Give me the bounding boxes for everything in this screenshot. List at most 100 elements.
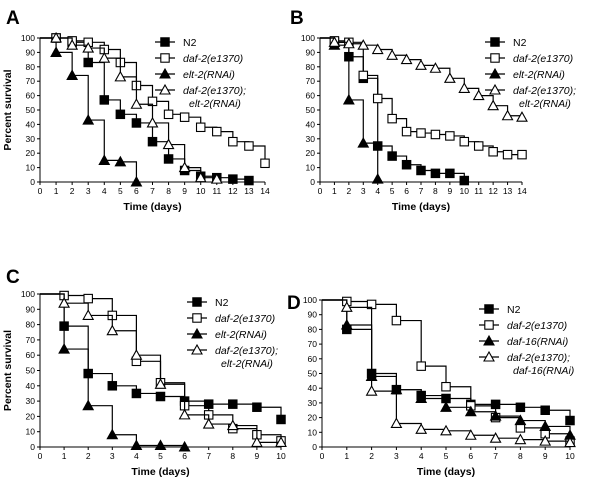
y-tick-label: 80 bbox=[308, 324, 318, 334]
data-point bbox=[459, 175, 470, 186]
y-tick-label: 40 bbox=[26, 119, 36, 129]
y-tick-label: 80 bbox=[26, 320, 36, 330]
data-point bbox=[372, 93, 383, 104]
legend-item: N2 bbox=[485, 37, 527, 49]
legend-marker bbox=[160, 37, 170, 47]
data-point bbox=[340, 301, 353, 312]
data-point bbox=[415, 423, 428, 434]
y-tick-label: 30 bbox=[26, 396, 36, 406]
legend: N2daf-2(e1370)daf-16(RNAi)daf-2(e1370);d… bbox=[479, 304, 574, 377]
data-point bbox=[50, 46, 63, 57]
y-tick-label: 90 bbox=[26, 304, 36, 314]
data-point bbox=[82, 399, 95, 411]
x-tick-label: 5 bbox=[118, 186, 123, 196]
x-tick-label: 8 bbox=[166, 186, 171, 196]
legend-marker bbox=[490, 37, 500, 47]
x-axis-title: Time (days) bbox=[123, 201, 181, 213]
x-tick-label: 9 bbox=[447, 186, 452, 196]
data-point bbox=[250, 436, 263, 447]
y-tick-label: 10 bbox=[308, 427, 318, 437]
legend-marker bbox=[483, 350, 495, 362]
legend-item: daf-2(e1370);elt-2(RNAi) bbox=[155, 83, 246, 110]
data-point bbox=[82, 41, 95, 53]
legend: N2daf-2(e1370)elt-2(RNAi)daf-2(e1370);el… bbox=[485, 37, 576, 110]
data-point bbox=[66, 69, 79, 80]
legend-item: N2 bbox=[155, 37, 197, 49]
legend-label: elt-2(RNAi) bbox=[513, 69, 565, 81]
data-point bbox=[516, 111, 528, 122]
data-point bbox=[276, 414, 286, 425]
y-tick-label: 0 bbox=[310, 177, 315, 187]
legend-label: N2 bbox=[507, 304, 521, 316]
data-point bbox=[489, 432, 502, 443]
legend-marker bbox=[489, 83, 501, 95]
data-point bbox=[401, 126, 412, 137]
data-point bbox=[66, 39, 79, 50]
legend-label: N2 bbox=[183, 37, 197, 49]
legend-label-continued: elt-2(RNAi) bbox=[519, 98, 571, 110]
legend-label: elt-2(RNAi) bbox=[183, 69, 235, 81]
data-point bbox=[106, 324, 119, 336]
data-point bbox=[472, 89, 485, 101]
x-tick-label: 10 bbox=[565, 451, 575, 461]
legend-label: daf-2(e1370) bbox=[183, 53, 243, 65]
legend-marker bbox=[484, 304, 494, 314]
legend-label-continued: elt-2(RNAi) bbox=[189, 98, 241, 110]
data-point bbox=[488, 147, 498, 157]
y-tick-label: 60 bbox=[306, 91, 316, 101]
data-point bbox=[163, 109, 174, 120]
data-point bbox=[340, 318, 353, 330]
data-point bbox=[131, 388, 142, 399]
x-tick-label: 6 bbox=[134, 186, 139, 196]
data-point bbox=[342, 37, 355, 49]
x-tick-label: 2 bbox=[346, 186, 351, 196]
data-point bbox=[464, 405, 477, 417]
y-tick-label: 90 bbox=[308, 310, 318, 320]
y-tick-label: 80 bbox=[306, 62, 316, 72]
y-tick-label: 10 bbox=[26, 163, 36, 173]
data-point bbox=[386, 49, 399, 60]
x-tick-label: 6 bbox=[404, 186, 409, 196]
legend-marker bbox=[192, 297, 202, 307]
data-point bbox=[445, 131, 455, 141]
legend-marker bbox=[159, 83, 171, 95]
legend-marker bbox=[191, 327, 203, 339]
legend-item: daf-2(e1370) bbox=[479, 320, 567, 332]
data-point bbox=[539, 420, 552, 431]
data-point bbox=[487, 99, 500, 111]
data-point bbox=[458, 82, 471, 93]
data-point bbox=[58, 342, 71, 354]
y-tick-label: 20 bbox=[26, 411, 36, 421]
data-point bbox=[371, 43, 384, 55]
x-tick-label: 6 bbox=[468, 451, 473, 461]
x-tick-label: 3 bbox=[110, 451, 115, 461]
data-point bbox=[464, 429, 477, 440]
y-axis-title: Percent survival bbox=[2, 69, 14, 150]
y-tick-label: 90 bbox=[26, 47, 36, 57]
x-tick-label: 2 bbox=[86, 451, 91, 461]
y-tick-label: 30 bbox=[308, 398, 318, 408]
data-point bbox=[154, 439, 167, 451]
data-point bbox=[416, 361, 426, 371]
x-tick-label: 2 bbox=[70, 186, 75, 196]
data-point bbox=[515, 402, 526, 413]
y-tick-label: 0 bbox=[30, 442, 35, 452]
x-tick-label: 8 bbox=[433, 186, 438, 196]
x-axis-title: Time (days) bbox=[392, 201, 450, 213]
x-tick-label: 14 bbox=[517, 186, 527, 196]
x-tick-label: 12 bbox=[488, 186, 498, 196]
data-point bbox=[400, 53, 413, 65]
x-tick-label: 1 bbox=[54, 186, 59, 196]
legend-label: N2 bbox=[513, 37, 527, 49]
data-point bbox=[441, 381, 451, 392]
x-tick-label: 2 bbox=[369, 451, 374, 461]
y-tick-label: 0 bbox=[30, 177, 35, 187]
y-tick-label: 50 bbox=[308, 369, 318, 379]
y-tick-label: 100 bbox=[21, 289, 35, 299]
x-tick-label: 10 bbox=[276, 451, 286, 461]
data-point bbox=[415, 392, 428, 404]
y-tick-label: 70 bbox=[26, 335, 36, 345]
x-tick-label: 0 bbox=[38, 451, 43, 461]
data-point bbox=[107, 381, 118, 391]
data-point bbox=[443, 72, 456, 83]
